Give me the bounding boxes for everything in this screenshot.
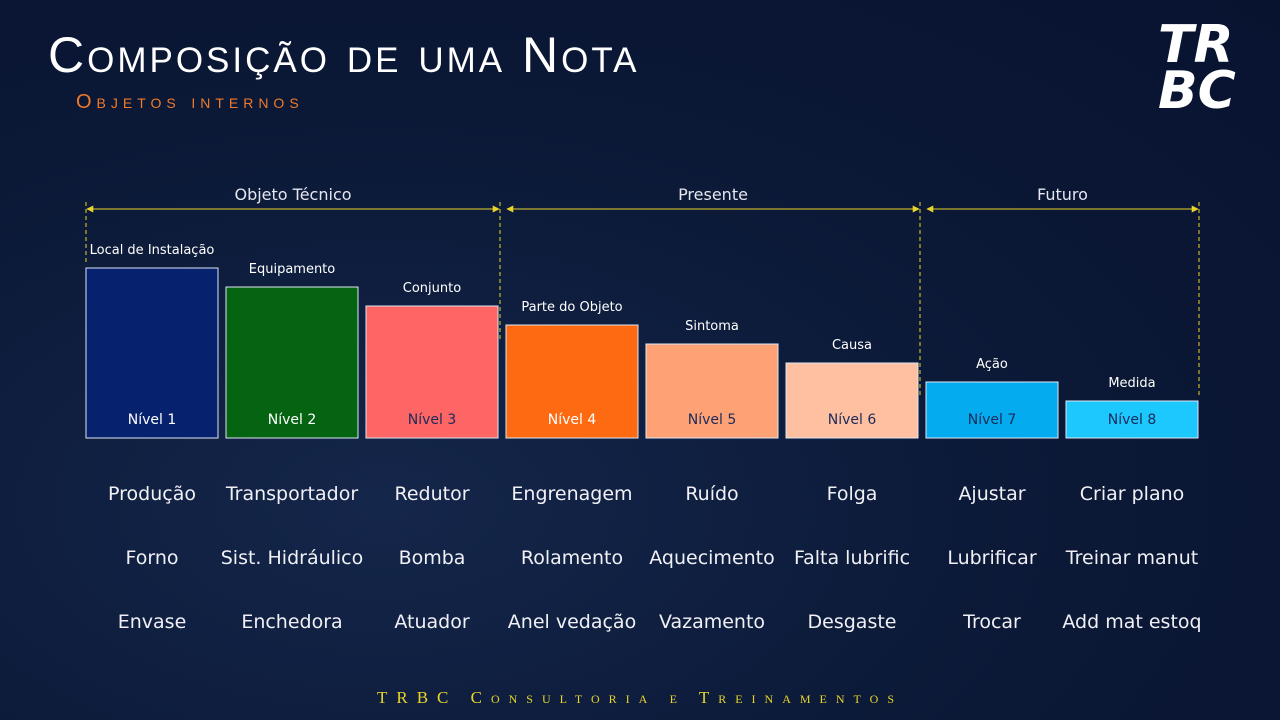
level-name: Causa [832,338,872,353]
logo: TR BC [1158,15,1236,121]
example: Envase [118,611,187,633]
level-bar [85,267,219,439]
group-label: Futuro [1037,185,1088,204]
example: Bomba [399,547,466,569]
level-name: Local de Instalação [90,243,215,258]
example: Desgaste [808,611,897,633]
level-label: Nível 6 [828,412,877,428]
level-label: Nível 1 [128,412,177,428]
level-bar [645,343,779,439]
example: Ruído [685,483,738,505]
level-label: Nível 3 [408,412,457,428]
level-bar [925,381,1059,439]
example: Produção [108,483,196,505]
level-label: Nível 2 [268,412,317,428]
level-name: Sintoma [685,319,739,334]
level-bar [1065,400,1199,439]
level-label: Nível 5 [688,412,737,428]
level-name: Ação [976,357,1008,372]
example: Criar plano [1080,483,1185,505]
example: Add mat estoq [1062,611,1201,633]
level-name: Medida [1108,376,1155,391]
example: Lubrificar [947,547,1037,569]
level-name: Equipamento [249,262,336,277]
example: Ajustar [958,483,1025,505]
example: Sist. Hidráulico [221,547,364,569]
level-label: Nível 4 [548,412,597,428]
example: Folga [827,483,878,505]
logo-line: BC [1158,61,1236,121]
example: Atuador [394,611,469,633]
example: Engrenagem [511,483,632,505]
level-label: Nível 8 [1108,412,1157,428]
example: Anel vedação [508,611,636,633]
example: Treinar manut [1065,547,1198,569]
example: Redutor [394,483,469,505]
example: Forno [125,547,178,569]
level-label: Nível 7 [968,412,1017,428]
example: Aquecimento [649,547,775,569]
group-label: Objeto Técnico [234,185,351,204]
example: Enchedora [241,611,342,633]
level-bar [225,286,359,439]
example: Vazamento [659,611,765,633]
example: Trocar [962,611,1021,633]
logo-line: TR [1158,15,1234,75]
example: Transportador [225,483,358,505]
level-bar [785,362,919,439]
example: Rolamento [521,547,623,569]
level-bar [365,305,499,439]
level-name: Conjunto [403,281,461,296]
group-label: Presente [678,185,748,204]
title: Composição de uma Nota [48,27,640,83]
subtitle: Objetos internos [76,91,304,113]
level-bar [505,324,639,439]
level-name: Parte do Objeto [521,300,622,315]
footer: TRBC Consultoria e Treinamentos [377,688,903,707]
example: Falta lubrific [794,547,910,569]
